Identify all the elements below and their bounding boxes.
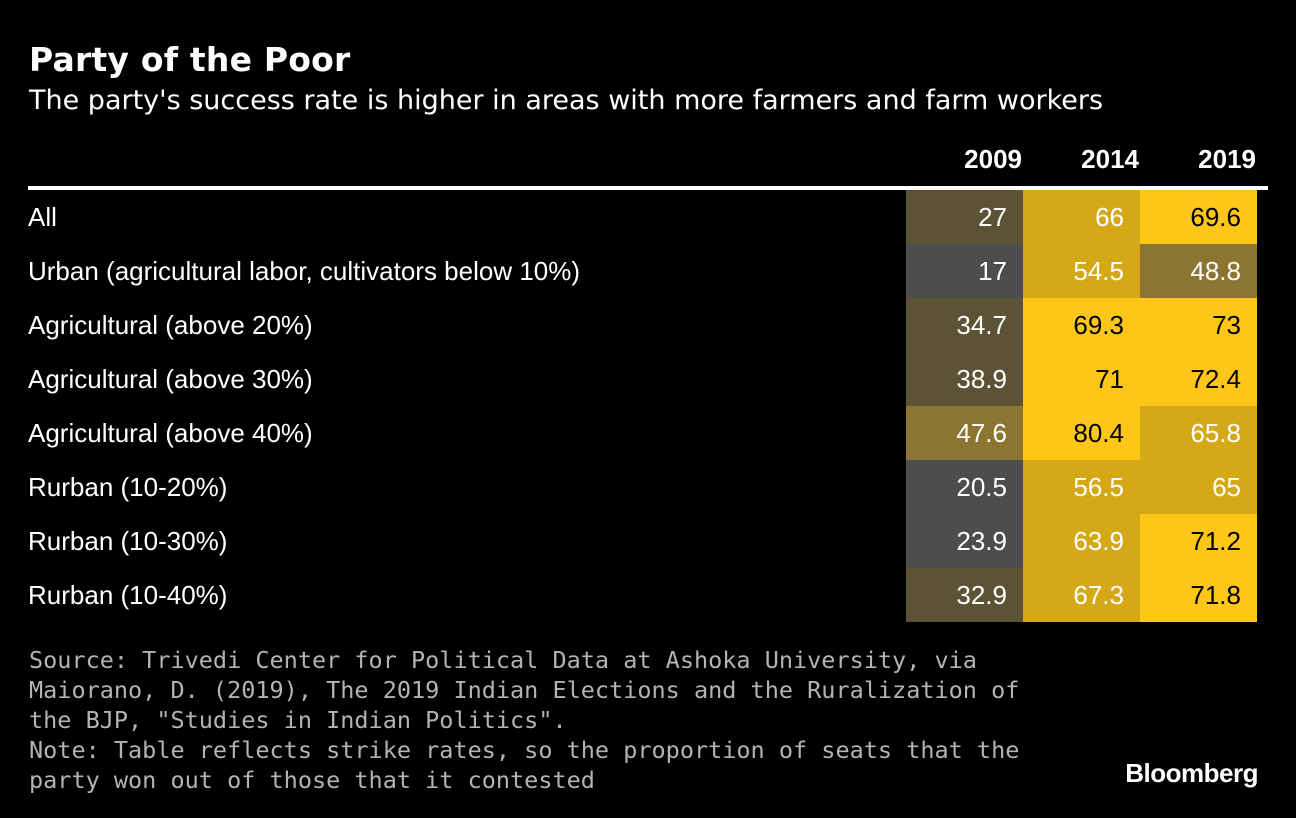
table-cell-2009: 20.5 (906, 460, 1023, 514)
table-cell-2019: 73 (1140, 298, 1257, 352)
table-cell-2014: 63.9 (1023, 514, 1140, 568)
table-cell-2014: 66 (1023, 190, 1140, 244)
row-label: Agricultural (above 30%) (28, 364, 313, 394)
table-row: Rurban (10-30%) 23.9 63.9 71.2 (28, 514, 1268, 568)
row-label: Rurban (10-30%) (28, 526, 228, 556)
table-cell-2019: 72.4 (1140, 352, 1257, 406)
table-row: Agricultural (above 20%) 34.7 69.3 73 (28, 298, 1268, 352)
column-header-2014: 2014 (1081, 144, 1139, 174)
table-row: Urban (agricultural labor, cultivators b… (28, 244, 1268, 298)
table-cell-2014: 56.5 (1023, 460, 1140, 514)
table-cell-2009: 47.6 (906, 406, 1023, 460)
row-label: Urban (agricultural labor, cultivators b… (28, 256, 581, 286)
table-header: 2009 2014 2019 (28, 136, 1268, 190)
table-cell-2014: 69.3 (1023, 298, 1140, 352)
table-cell-2019: 65 (1140, 460, 1257, 514)
table-cell-2009: 17 (906, 244, 1023, 298)
chart-title: Party of the Poor (29, 40, 351, 79)
table-cell-2009: 27 (906, 190, 1023, 244)
table-cell-2009: 38.9 (906, 352, 1023, 406)
table-cell-2014: 67.3 (1023, 568, 1140, 622)
table-row: All 27 66 69.6 (28, 190, 1268, 244)
strike-rate-table: 2009 2014 2019 All 27 66 69.6 Urban (agricul… (28, 136, 1268, 622)
table-cell-2014: 54.5 (1023, 244, 1140, 298)
note-line: Note: Table reflects strike rates, so th… (29, 736, 1020, 794)
table-row: Agricultural (above 30%) 38.9 71 72.4 (28, 352, 1268, 406)
table-cell-2019: 48.8 (1140, 244, 1257, 298)
row-label: Agricultural (above 40%) (28, 418, 313, 448)
table-cell-2009: 23.9 (906, 514, 1023, 568)
column-header-2009: 2009 (964, 144, 1022, 174)
table-cell-2019: 71.2 (1140, 514, 1257, 568)
column-header-2019: 2019 (1198, 144, 1256, 174)
table-row: Rurban (10-20%) 20.5 56.5 65 (28, 460, 1268, 514)
table-row: Agricultural (above 40%) 47.6 80.4 65.8 (28, 406, 1268, 460)
table-cell-2009: 34.7 (906, 298, 1023, 352)
table-cell-2019: 71.8 (1140, 568, 1257, 622)
bloomberg-logo: Bloomberg (1125, 758, 1258, 788)
table-cell-2014: 71 (1023, 352, 1140, 406)
table-row: Rurban (10-40%) 32.9 67.3 71.8 (28, 568, 1268, 622)
chart-subtitle: The party's success rate is higher in ar… (29, 85, 1104, 116)
row-label: Rurban (10-20%) (28, 472, 228, 502)
table-cell-2009: 32.9 (906, 568, 1023, 622)
table-body: All 27 66 69.6 Urban (agricultural labor, cu… (28, 190, 1268, 622)
table-cell-2019: 69.6 (1140, 190, 1257, 244)
row-label: Agricultural (above 20%) (28, 310, 313, 340)
source-line: Source: Trivedi Center for Political Dat… (29, 646, 1020, 734)
source-note: Source: Trivedi Center for Political Dat… (29, 645, 1029, 795)
table-cell-2019: 65.8 (1140, 406, 1257, 460)
row-label: All (28, 202, 57, 232)
row-label: Rurban (10-40%) (28, 580, 228, 610)
table-cell-2014: 80.4 (1023, 406, 1140, 460)
